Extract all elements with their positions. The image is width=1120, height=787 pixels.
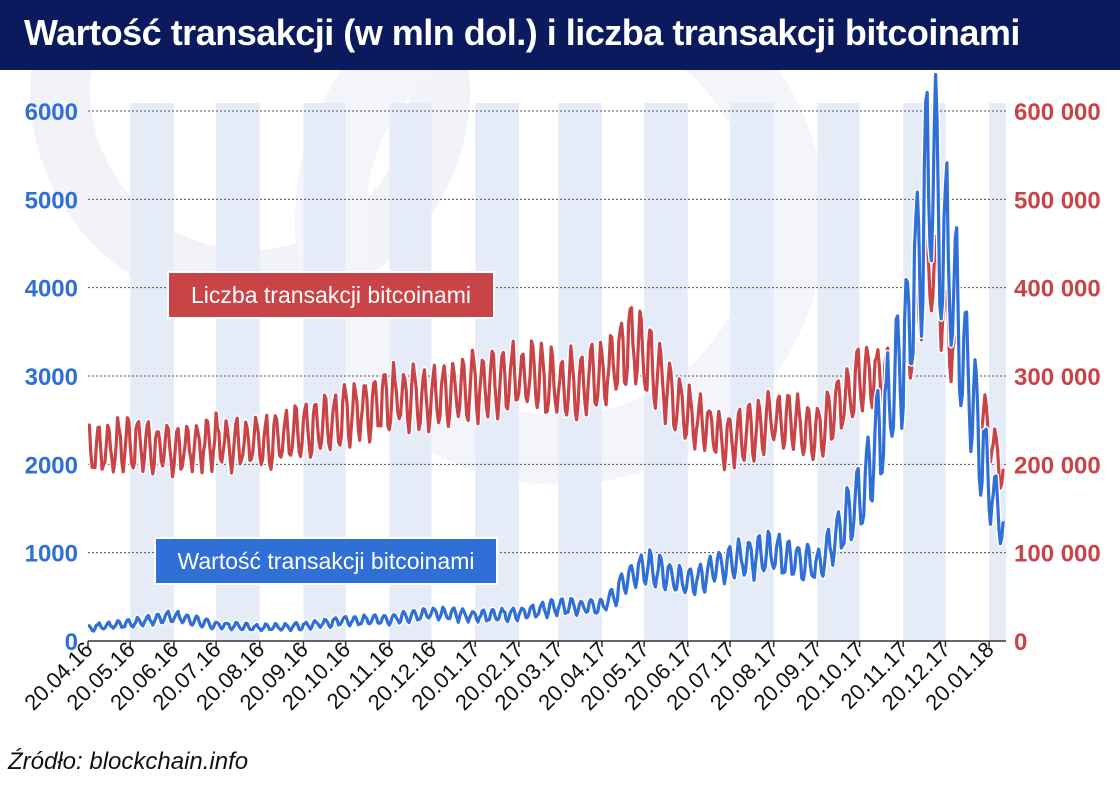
y-left-tick-label: 5000 [25, 187, 78, 214]
source-note: Źródło: blockchain.info [8, 748, 249, 775]
y-left-tick-label: 1000 [25, 541, 78, 568]
y-left-tick-label: 2000 [25, 452, 78, 479]
label-transaction-value-text: Wartość transakcji bitcoinami [178, 548, 475, 574]
y-right-tick-label: 100 000 [1014, 541, 1101, 568]
y-left-tick-label: 4000 [25, 276, 78, 303]
band [989, 103, 1006, 641]
y-axis-left: 0 1000 2000 3000 4000 5000 6000 [25, 99, 78, 656]
y-axis-right: 0 100 000 200 000 300 000 400 000 500 000 600 … [1014, 99, 1101, 656]
y-left-tick-label: 3000 [25, 364, 78, 391]
y-right-tick-label: 300 000 [1014, 364, 1101, 391]
y-right-tick-label: 0 [1014, 629, 1027, 656]
title-bar: Wartość transakcji (w mln dol.) i liczba… [0, 0, 1120, 70]
series-line-transaction-value [88, 72, 1005, 633]
label-transaction-value-box [154, 537, 498, 585]
y-right-tick-label: 600 000 [1014, 99, 1101, 126]
y-right-tick-label: 400 000 [1014, 276, 1101, 303]
y-right-tick-label: 200 000 [1014, 452, 1101, 479]
y-left-tick-label: 6000 [25, 99, 78, 126]
y-left-tick-label: 0 [65, 629, 78, 656]
label-transaction-count-box [167, 271, 495, 319]
x-axis: 20.04.1620.05.1620.06.1620.07.1620.08.16… [19, 637, 998, 715]
series-layer [88, 71, 1006, 635]
series-labels: Liczba transakcji bitcoinami Wartość tran… [154, 271, 498, 585]
chart-area: 0 1000 2000 3000 4000 5000 6000 0 100 000 200 00… [19, 70, 1101, 715]
label-transaction-count-text: Liczba transakcji bitcoinami [191, 282, 471, 308]
y-right-tick-label: 500 000 [1014, 187, 1101, 214]
series-line-transaction-count [88, 225, 1005, 490]
chart-title: Wartość transakcji (w mln dol.) i liczba… [24, 12, 1020, 53]
